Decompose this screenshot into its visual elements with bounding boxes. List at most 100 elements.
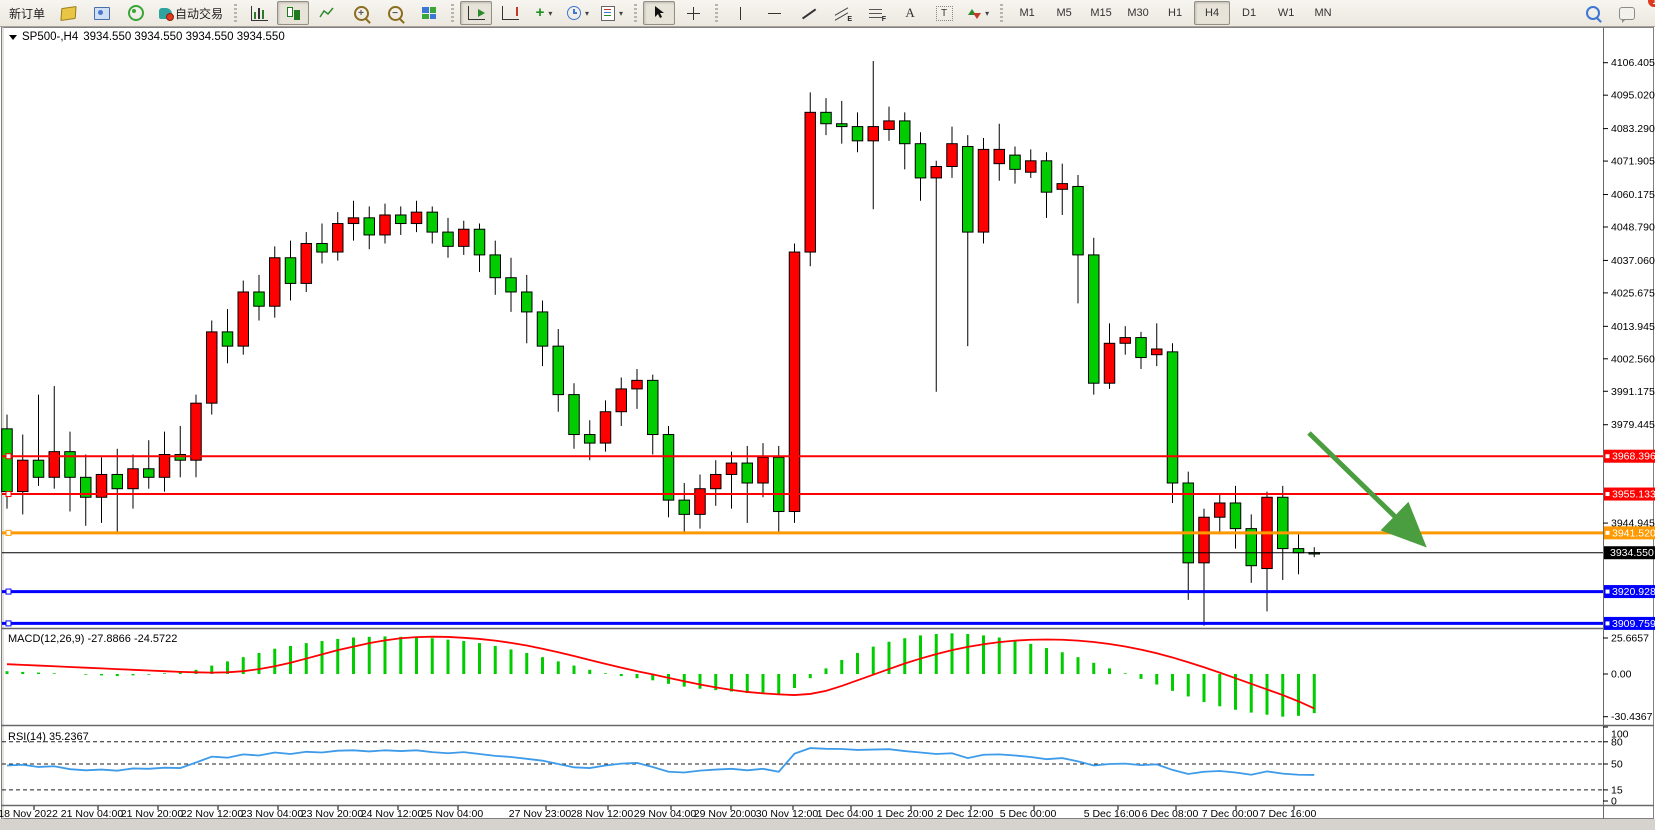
line-chart-button[interactable] xyxy=(311,1,343,25)
candle xyxy=(836,123,848,128)
candle xyxy=(1009,154,1021,170)
candle xyxy=(1292,548,1305,554)
terminal-button[interactable] xyxy=(86,1,118,25)
candle xyxy=(143,468,155,478)
text-button[interactable]: A xyxy=(894,1,926,25)
current-price-label: 3934.550 xyxy=(1610,547,1654,559)
new-order-label: 新订单 xyxy=(9,6,46,21)
auto-trading-icon xyxy=(159,7,175,21)
timeframe-M1[interactable]: M1 xyxy=(1009,1,1045,25)
timeframe-H4[interactable]: H4 xyxy=(1194,1,1231,25)
line-chart-icon xyxy=(319,6,335,20)
timeframe-H1[interactable]: H1 xyxy=(1157,1,1193,25)
trendline-button[interactable] xyxy=(792,1,824,25)
cursor-button[interactable] xyxy=(643,1,676,25)
candle xyxy=(521,291,533,313)
horizontal-line-3955.133[interactable]: 3955.133 xyxy=(2,487,1655,501)
candle xyxy=(473,228,486,256)
horizontal-line-3941.520[interactable]: 3941.520 xyxy=(2,526,1655,540)
candle xyxy=(206,331,218,404)
svg-text:21 Nov 20:00: 21 Nov 20:00 xyxy=(121,808,184,820)
chart-note-icon-button[interactable] xyxy=(52,1,84,25)
auto-scroll-icon xyxy=(467,6,485,20)
vertical-line-button[interactable] xyxy=(724,1,756,25)
templates-button[interactable]: ▾ xyxy=(596,1,628,25)
candle xyxy=(962,146,974,233)
zoom-out-icon: − xyxy=(387,5,403,21)
candle xyxy=(757,456,769,484)
candle xyxy=(316,242,328,253)
auto-scroll-button[interactable] xyxy=(460,1,493,25)
timeframe-MN[interactable]: MN xyxy=(1305,1,1341,25)
candle xyxy=(946,143,958,168)
chart-canvas[interactable]: 4106.405 4095.020 4083.290 4071.905 4060.175… xyxy=(0,27,1655,827)
candle xyxy=(1182,482,1194,564)
crosshair-button[interactable] xyxy=(677,1,709,25)
toolbar: 新订单 自动交易 + − + ▾ ▾ ▾ E F A T ▾ M1 M5 M15 M30… xyxy=(0,0,1655,27)
candle xyxy=(694,488,706,515)
svg-text:3979.445: 3979.445 xyxy=(1611,419,1655,431)
chevron-down-icon: ▾ xyxy=(985,8,990,18)
text-label-button[interactable]: T xyxy=(928,1,960,25)
bar-chart-button[interactable] xyxy=(243,1,275,25)
auto-trading-button[interactable]: 自动交易 xyxy=(154,1,228,25)
candle xyxy=(237,291,249,347)
bar-chart-icon xyxy=(250,5,268,21)
toolbar-grip xyxy=(715,4,719,22)
fibonacci-button[interactable]: F xyxy=(860,1,892,25)
arrow-drawing[interactable] xyxy=(1307,431,1427,548)
arrows-button[interactable]: ▾ xyxy=(962,1,994,25)
signals-button[interactable] xyxy=(120,1,152,25)
timeframe-D1[interactable]: D1 xyxy=(1231,1,1267,25)
candle xyxy=(221,331,234,347)
timeframe-W1[interactable]: W1 xyxy=(1268,1,1304,25)
periods-button[interactable]: ▾ xyxy=(562,1,594,25)
candle xyxy=(851,126,864,142)
timeframe-label: M15 xyxy=(1090,7,1112,19)
macd-pane: 25.6657 0.00 -30.4367 MACD(12,26,9) -27.886… xyxy=(5,632,1653,723)
svg-text:3955.133: 3955.133 xyxy=(1612,489,1655,501)
svg-text:4095.020: 4095.020 xyxy=(1611,90,1655,102)
candle xyxy=(1088,254,1100,384)
candle xyxy=(269,257,281,307)
candle xyxy=(1056,183,1068,190)
radar-icon xyxy=(128,5,145,21)
timeframe-M5[interactable]: M5 xyxy=(1046,1,1082,25)
price-axis[interactable]: 4106.405 4095.020 4083.290 4071.905 4060.175… xyxy=(1603,57,1655,530)
horizontal-line-3909.759[interactable]: 3909.759 xyxy=(2,616,1655,630)
search-button[interactable] xyxy=(1577,1,1609,25)
new-order-button[interactable]: 新订单 xyxy=(4,1,50,25)
svg-text:22 Nov 12:00: 22 Nov 12:00 xyxy=(181,808,244,820)
tile-windows-button[interactable] xyxy=(413,1,445,25)
timeframe-M15[interactable]: M15 xyxy=(1083,1,1119,25)
candle xyxy=(1025,160,1037,173)
timeframe-label: H1 xyxy=(1168,7,1183,19)
timeframe-M30[interactable]: M30 xyxy=(1120,1,1156,25)
svg-text:4002.560: 4002.560 xyxy=(1611,353,1655,365)
zoom-out-button[interactable]: − xyxy=(379,1,411,25)
candle xyxy=(442,231,454,247)
rsi-label: RSI(14) 35.2367 xyxy=(8,731,89,743)
indicators-button[interactable]: + ▾ xyxy=(528,1,560,25)
chart-shift-button[interactable] xyxy=(494,1,526,25)
tile-windows-icon xyxy=(422,7,437,19)
svg-text:1 Dec 04:00: 1 Dec 04:00 xyxy=(817,808,874,820)
candle xyxy=(1245,528,1257,567)
candle xyxy=(64,451,76,478)
svg-text:0.00: 0.00 xyxy=(1611,669,1632,681)
candle xyxy=(599,411,612,444)
horizontal-line-button[interactable] xyxy=(758,1,790,25)
candle xyxy=(867,126,879,142)
chart-menu-triangle-icon[interactable] xyxy=(9,34,17,40)
channel-button[interactable]: E xyxy=(826,1,858,25)
horizontal-line-3920.928[interactable]: 3920.928 xyxy=(2,585,1655,599)
candle xyxy=(395,214,407,225)
chat-button[interactable]: 1 xyxy=(1611,0,1655,25)
indicators-add-icon: + xyxy=(535,4,545,21)
candlestick-chart-button[interactable] xyxy=(277,1,310,25)
text-label-icon: T xyxy=(935,5,953,21)
clock-icon xyxy=(567,6,582,20)
zoom-in-button[interactable]: + xyxy=(345,1,377,25)
candle xyxy=(332,223,344,253)
